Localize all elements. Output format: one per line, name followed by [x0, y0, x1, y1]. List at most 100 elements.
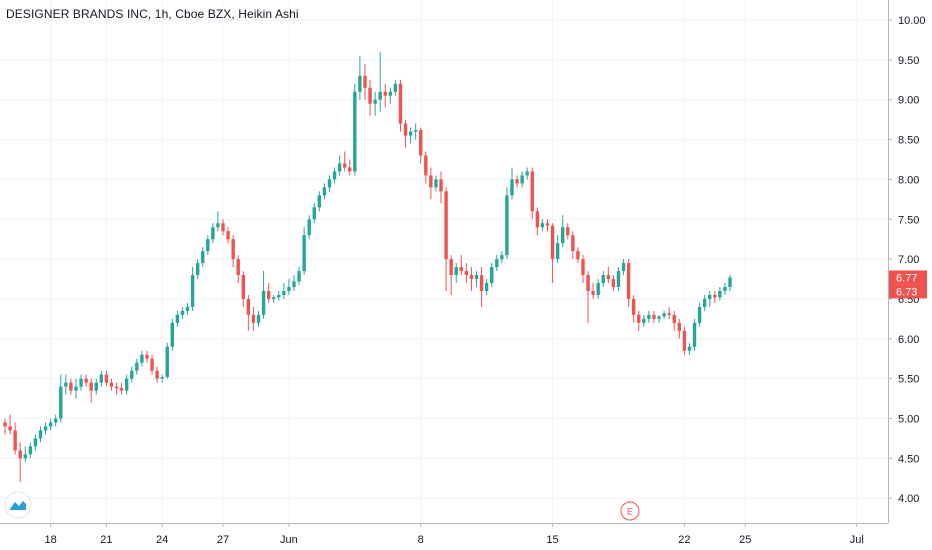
candle-body — [419, 129, 423, 156]
candle-body — [474, 275, 479, 280]
candle-body — [337, 163, 342, 172]
candle — [444, 187, 448, 291]
chart-title: DESIGNER BRANDS INC, 1h, Cboe BZX, Heiki… — [6, 7, 299, 21]
candle — [185, 302, 190, 315]
candle — [657, 314, 661, 323]
candle — [94, 378, 98, 395]
candle — [33, 434, 38, 451]
candle — [231, 235, 235, 268]
candle — [708, 290, 712, 307]
x-tick-label: Jun — [280, 534, 298, 546]
candle — [687, 342, 692, 355]
time-axis[interactable]: 18 21 24 27 Jun 8 15 22 25 Jul — [0, 523, 888, 546]
candle-body — [287, 286, 291, 291]
price-axis[interactable]: 4.004.505.005.506.006.507.007.508.008.50… — [888, 0, 926, 523]
candle-body — [13, 430, 17, 451]
candle — [363, 63, 367, 100]
price-tag-bg — [889, 270, 927, 285]
candle-body — [8, 426, 12, 431]
candle-body — [155, 370, 159, 379]
candle-body — [89, 382, 93, 391]
candle-body — [439, 179, 443, 192]
candle-body — [728, 277, 732, 287]
y-tick-label: 6.00 — [898, 334, 919, 346]
candle-body — [378, 91, 382, 100]
candle — [84, 374, 88, 387]
candle-body — [221, 223, 225, 232]
candle — [28, 442, 33, 459]
candle-body — [241, 275, 245, 299]
candle — [672, 310, 676, 331]
candle-body — [282, 290, 286, 295]
candle — [616, 267, 621, 291]
y-tick-label: 4.50 — [898, 453, 919, 465]
candle-body — [444, 191, 448, 260]
candle — [79, 374, 83, 391]
candle — [368, 79, 372, 116]
candle-body — [302, 235, 306, 272]
candle — [555, 235, 560, 264]
candle-body — [682, 330, 687, 351]
candle-body — [3, 422, 7, 427]
candle — [403, 119, 408, 148]
candle-body — [561, 227, 565, 244]
candle — [190, 267, 195, 311]
candle-body — [413, 129, 418, 132]
candle-body — [637, 314, 641, 323]
candle-body — [429, 175, 433, 188]
candle-body — [368, 87, 372, 104]
candle — [469, 267, 474, 291]
candle-body — [348, 167, 352, 172]
candle-body — [408, 131, 413, 136]
candle-body — [266, 290, 271, 299]
candle-body — [545, 223, 550, 226]
candle — [576, 247, 580, 264]
candle-body — [256, 314, 261, 323]
candle — [586, 271, 590, 323]
earnings-e-icon[interactable]: E — [620, 501, 640, 521]
candle-body — [195, 263, 200, 276]
candle-body — [353, 91, 357, 172]
tradingview-logo-icon[interactable] — [4, 491, 32, 519]
candle — [530, 167, 534, 220]
candle — [327, 175, 332, 192]
grid-lines — [0, 0, 888, 523]
candle-body — [621, 263, 626, 272]
candle-body — [581, 259, 585, 276]
candle — [545, 219, 550, 232]
candle-body — [226, 231, 230, 240]
candle — [718, 286, 722, 301]
candle-body — [185, 306, 190, 311]
candle-body — [642, 318, 646, 323]
candle — [266, 283, 271, 303]
candle — [479, 267, 484, 307]
y-tick-label: 7.50 — [898, 214, 919, 226]
candle-body — [246, 298, 251, 315]
candle-body — [190, 275, 195, 307]
candle-body — [74, 386, 78, 391]
candle-body — [297, 271, 301, 282]
candle — [130, 366, 134, 383]
candle-body — [84, 378, 88, 383]
candle-body — [383, 91, 387, 96]
x-tick-label: 8 — [418, 534, 424, 546]
candle-body — [571, 235, 575, 252]
candle-body — [277, 294, 281, 298]
candle-body — [631, 298, 636, 315]
candle — [642, 314, 646, 327]
y-tick-label: 7.00 — [898, 254, 919, 266]
candle — [69, 378, 73, 395]
candle — [302, 227, 306, 276]
candle — [419, 127, 423, 164]
candle-body — [322, 187, 327, 196]
candle — [626, 259, 631, 307]
candle — [297, 267, 301, 285]
candle-body — [611, 279, 616, 287]
x-tick-label: 24 — [156, 534, 168, 546]
candle-body — [292, 281, 296, 287]
candle — [195, 259, 200, 280]
candle — [510, 167, 514, 200]
earnings-label: E — [627, 507, 633, 517]
